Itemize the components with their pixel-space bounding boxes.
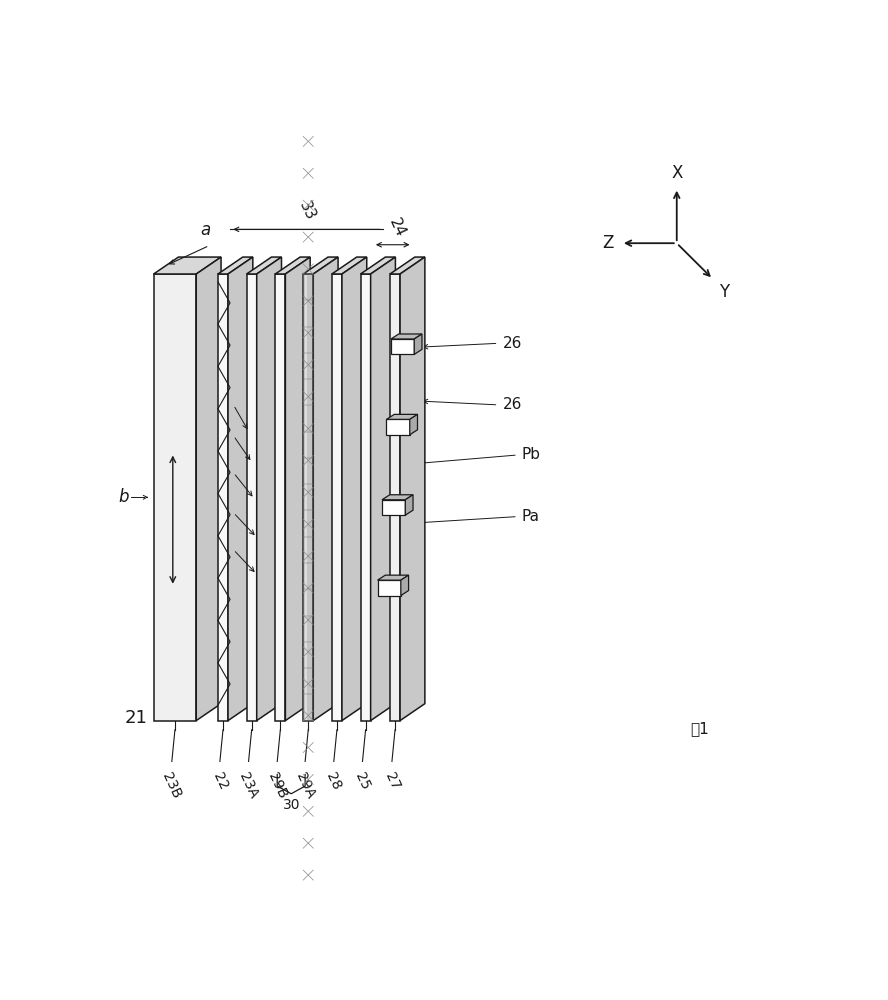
Text: 23A: 23A — [236, 771, 260, 801]
Text: 29B: 29B — [266, 771, 289, 801]
Polygon shape — [332, 257, 367, 274]
Polygon shape — [361, 274, 370, 721]
Text: 26: 26 — [503, 336, 522, 351]
Text: 33: 33 — [296, 199, 318, 223]
Polygon shape — [313, 257, 338, 721]
Polygon shape — [391, 339, 414, 354]
Text: 24: 24 — [385, 216, 408, 240]
Text: 22: 22 — [210, 771, 230, 792]
Text: 25: 25 — [353, 771, 373, 792]
Text: 29A: 29A — [293, 771, 317, 801]
Text: 30: 30 — [282, 798, 300, 812]
Polygon shape — [386, 419, 409, 435]
Polygon shape — [377, 575, 408, 580]
Polygon shape — [361, 257, 395, 274]
Polygon shape — [154, 257, 221, 274]
Polygon shape — [257, 257, 281, 721]
Text: X: X — [671, 164, 683, 182]
Polygon shape — [391, 334, 422, 339]
Polygon shape — [405, 495, 413, 515]
Polygon shape — [275, 274, 285, 721]
Text: 23B: 23B — [160, 771, 184, 801]
Polygon shape — [382, 495, 413, 500]
Polygon shape — [303, 257, 338, 274]
Text: 28: 28 — [324, 771, 344, 793]
Polygon shape — [275, 257, 310, 274]
Polygon shape — [332, 274, 342, 721]
Polygon shape — [247, 274, 257, 721]
Polygon shape — [382, 500, 405, 515]
Polygon shape — [342, 257, 367, 721]
Polygon shape — [154, 274, 196, 721]
Text: b: b — [118, 488, 129, 506]
Polygon shape — [303, 274, 313, 721]
Polygon shape — [390, 257, 424, 274]
Text: Pa: Pa — [522, 509, 540, 524]
Text: Z: Z — [602, 234, 614, 252]
Text: 26: 26 — [503, 397, 522, 412]
Polygon shape — [390, 274, 400, 721]
Polygon shape — [370, 257, 395, 721]
Polygon shape — [196, 257, 221, 721]
Text: a: a — [201, 221, 210, 239]
Polygon shape — [285, 257, 310, 721]
Text: 21: 21 — [125, 709, 147, 727]
Text: 図1: 図1 — [691, 721, 710, 736]
Text: Pb: Pb — [522, 447, 541, 462]
Polygon shape — [409, 414, 417, 435]
Polygon shape — [400, 257, 424, 721]
Polygon shape — [247, 257, 281, 274]
Polygon shape — [400, 575, 408, 596]
Polygon shape — [218, 274, 228, 721]
Text: Y: Y — [719, 283, 729, 301]
Polygon shape — [386, 414, 417, 419]
Text: 27: 27 — [382, 771, 402, 792]
Polygon shape — [228, 257, 253, 721]
Polygon shape — [414, 334, 422, 354]
Polygon shape — [377, 580, 400, 596]
Polygon shape — [218, 257, 253, 274]
